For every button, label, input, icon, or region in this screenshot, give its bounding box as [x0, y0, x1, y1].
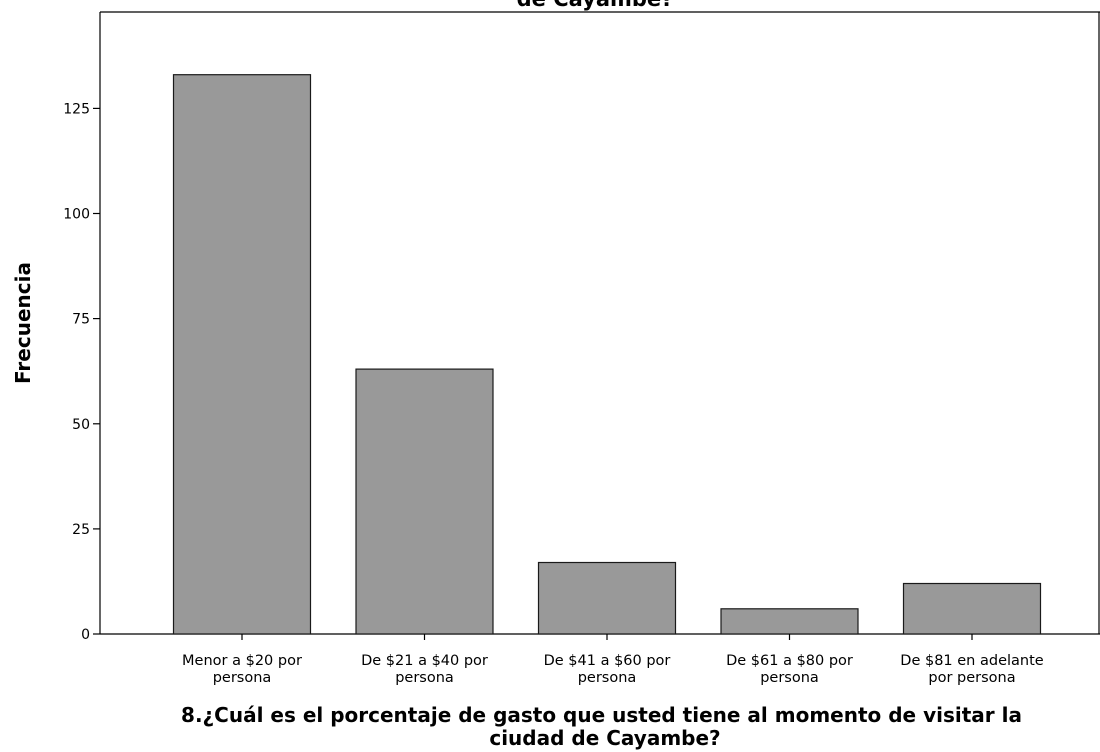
bar-5: [902, 582, 1042, 635]
y-tick-label-100: 100: [63, 207, 90, 223]
x-category-label-3-line-2: persona: [578, 670, 637, 686]
x-category-label-2-line-1: De $21 a $40 por: [361, 653, 488, 669]
x-axis-title-line-2: ciudad de Cayambe?: [489, 726, 720, 750]
y-tick-label-50: 50: [72, 417, 90, 433]
x-category-label-1-line-1: Menor a $20 por: [182, 653, 302, 669]
x-category-label-1-line-2: persona: [213, 670, 272, 686]
x-axis-title: 8.¿Cuál es el porcentaje de gasto que us…: [181, 703, 1029, 750]
chart-title: de Cayambe?: [517, 0, 674, 11]
bar-1: [172, 74, 312, 635]
x-axis-title-line-1: 8.¿Cuál es el porcentaje de gasto que us…: [181, 703, 1022, 727]
bars: [172, 74, 1042, 635]
x-category-label-2: De $21 a $40 por persona: [361, 653, 488, 686]
y-tick-label-125: 125: [63, 101, 90, 117]
y-tick-label-75: 75: [72, 312, 90, 328]
bar-2: [355, 368, 494, 635]
bar-4: [720, 608, 859, 635]
y-axis-title: Frecuencia: [11, 262, 35, 384]
y-tick-label-25: 25: [72, 522, 90, 538]
x-category-label-5-line-1: De $81 en adelante: [900, 653, 1044, 669]
x-category-label-4: De $61 a $80 por persona: [726, 653, 853, 686]
x-category-label-1: Menor a $20 por persona: [182, 653, 302, 686]
x-category-label-3-line-1: De $41 a $60 por: [544, 653, 671, 669]
x-category-label-5: De $81 en adelante por persona: [900, 653, 1044, 686]
x-category-label-5-line-2: por persona: [928, 670, 1015, 686]
y-axis-ticks: 0 25 50 75 100 125: [63, 101, 100, 643]
x-category-label-3: De $41 a $60 por persona: [544, 653, 671, 686]
bar-3: [537, 561, 677, 635]
x-category-label-2-line-2: persona: [395, 670, 454, 686]
x-category-label-4-line-1: De $61 a $80 por: [726, 653, 853, 669]
y-tick-label-0: 0: [81, 627, 90, 643]
x-category-label-4-line-2: persona: [760, 670, 819, 686]
